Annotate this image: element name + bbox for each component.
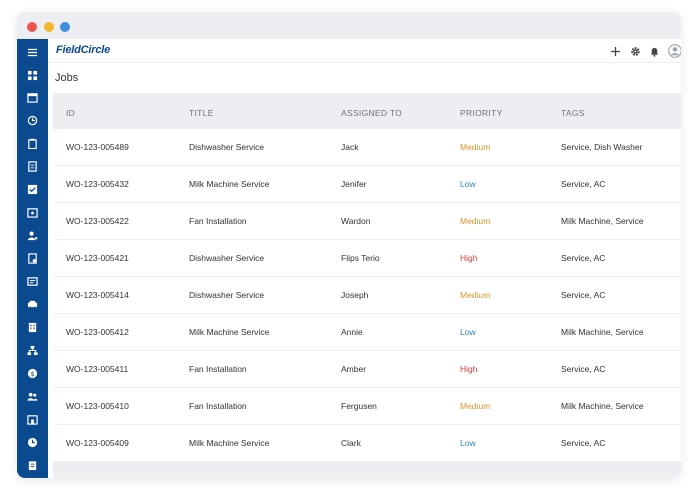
column-header-tags[interactable]: TAGS [561,108,585,118]
job-tags: Service, AC [561,438,606,448]
column-header-id[interactable]: ID [66,108,76,118]
job-tags: Milk Machine, Service [561,327,644,337]
checklist-icon[interactable] [26,459,39,472]
browser-window: $ FieldCircle [17,12,681,478]
hierarchy-icon[interactable] [26,344,39,357]
table-body: WO-123-005489 Dishwasher Service Jack Me… [53,129,681,462]
table-row[interactable]: WO-123-005414 Dishwasher Service Joseph … [53,277,681,314]
job-id: WO-123-005411 [66,364,129,374]
job-id: WO-123-005432 [66,179,129,189]
priority-badge: Low [460,327,476,337]
column-header-priority[interactable]: PRIORITY [460,108,503,118]
priority-badge: Medium [460,142,491,152]
window-minimize-dot[interactable] [44,22,54,32]
dashboard-icon[interactable] [26,69,39,82]
jobs-table: ID TITLE ASSIGNED TO PRIORITY TAGS WO-12… [53,93,681,478]
column-header-assigned-to[interactable]: ASSIGNED TO [341,108,403,118]
job-id: WO-123-005421 [66,253,129,263]
job-title: Fan Installation [189,216,247,226]
job-tags: Service, AC [561,364,606,374]
job-assignee: Fergusen [341,401,377,411]
store-icon[interactable] [26,413,39,426]
job-assignee: Jenifer [341,179,367,189]
job-title: Fan Installation [189,364,247,374]
bell-icon[interactable] [648,45,660,57]
table-row[interactable]: WO-123-005421 Dishwasher Service Flips T… [53,240,681,277]
table-row[interactable]: WO-123-005411 Fan Installation Amber Hig… [53,351,681,388]
report-icon[interactable] [26,160,39,173]
job-tags: Service, Dish Washer [561,142,643,152]
job-id: WO-123-005422 [66,216,129,226]
job-tags: Service, AC [561,290,606,300]
job-id: WO-123-005414 [66,290,129,300]
table-row[interactable]: WO-123-005412 Milk Machine Service Annie… [53,314,681,351]
priority-badge: High [460,364,478,374]
column-header-title[interactable]: TITLE [189,108,214,118]
job-assignee: Annie [341,327,363,337]
table-row[interactable]: WO-123-005422 Fan Installation Wardon Me… [53,203,681,240]
window-titlebar [17,12,681,39]
job-assignee: Wardon [341,216,371,226]
table-header: ID TITLE ASSIGNED TO PRIORITY TAGS [53,93,681,129]
app-content: FieldCircle Jobs ID TITLE ASSIGNED TO PR… [48,39,681,478]
priority-badge: Medium [460,401,491,411]
job-title: Dishwasher Service [189,253,265,263]
job-id: WO-123-005489 [66,142,129,152]
schedule-icon[interactable] [26,206,39,219]
table-row[interactable]: WO-123-005489 Dishwasher Service Jack Me… [53,129,681,166]
job-assignee: Clark [341,438,361,448]
table-row[interactable]: WO-123-005410 Fan Installation Fergusen … [53,388,681,425]
vehicle-icon[interactable] [26,298,39,311]
payment-icon[interactable]: $ [26,367,39,380]
document-icon[interactable] [26,275,39,288]
job-assignee: Jack [341,142,359,152]
job-assignee: Amber [341,364,367,374]
priority-badge: Medium [460,290,491,300]
clock-icon[interactable] [26,436,39,449]
page-title: Jobs [55,72,79,84]
user-avatar-icon[interactable] [668,44,681,58]
job-title: Dishwasher Service [189,290,265,300]
fieldcircle-logo[interactable]: FieldCircle [56,44,111,56]
table-row[interactable]: WO-123-005409 Milk Machine Service Clark… [53,425,681,462]
priority-badge: High [460,253,478,263]
job-title: Dishwasher Service [189,142,265,152]
job-id: WO-123-005409 [66,438,129,448]
job-assignee: Flips Terio [341,253,380,263]
menu-icon[interactable] [26,46,39,59]
job-title: Milk Machine Service [189,327,270,337]
svg-text:$: $ [30,370,34,378]
add-icon[interactable] [609,45,621,57]
job-title: Milk Machine Service [189,179,270,189]
top-bar: FieldCircle [48,39,681,63]
sidebar: $ [17,39,48,478]
priority-badge: Medium [460,216,491,226]
window-maximize-dot[interactable] [60,22,70,32]
job-id: WO-123-005410 [66,401,129,411]
invoice-icon[interactable] [26,252,39,265]
job-title: Milk Machine Service [189,438,270,448]
job-tags: Milk Machine, Service [561,216,644,226]
priority-badge: Low [460,179,476,189]
building-icon[interactable] [26,321,39,334]
calendar-icon[interactable] [26,91,39,104]
clipboard-icon[interactable] [26,137,39,150]
job-tags: Service, AC [561,179,606,189]
dispatch-icon[interactable] [26,114,39,127]
team-icon[interactable] [26,390,39,403]
job-id: WO-123-005412 [66,327,129,337]
technician-icon[interactable] [26,229,39,242]
job-assignee: Joseph [341,290,369,300]
gear-icon[interactable] [629,45,641,57]
job-tags: Milk Machine, Service [561,401,644,411]
window-close-dot[interactable] [27,22,37,32]
job-title: Fan Installation [189,401,247,411]
job-tags: Service, AC [561,253,606,263]
checkbox-icon[interactable] [26,183,39,196]
table-row[interactable]: WO-123-005432 Milk Machine Service Jenif… [53,166,681,203]
priority-badge: Low [460,438,476,448]
